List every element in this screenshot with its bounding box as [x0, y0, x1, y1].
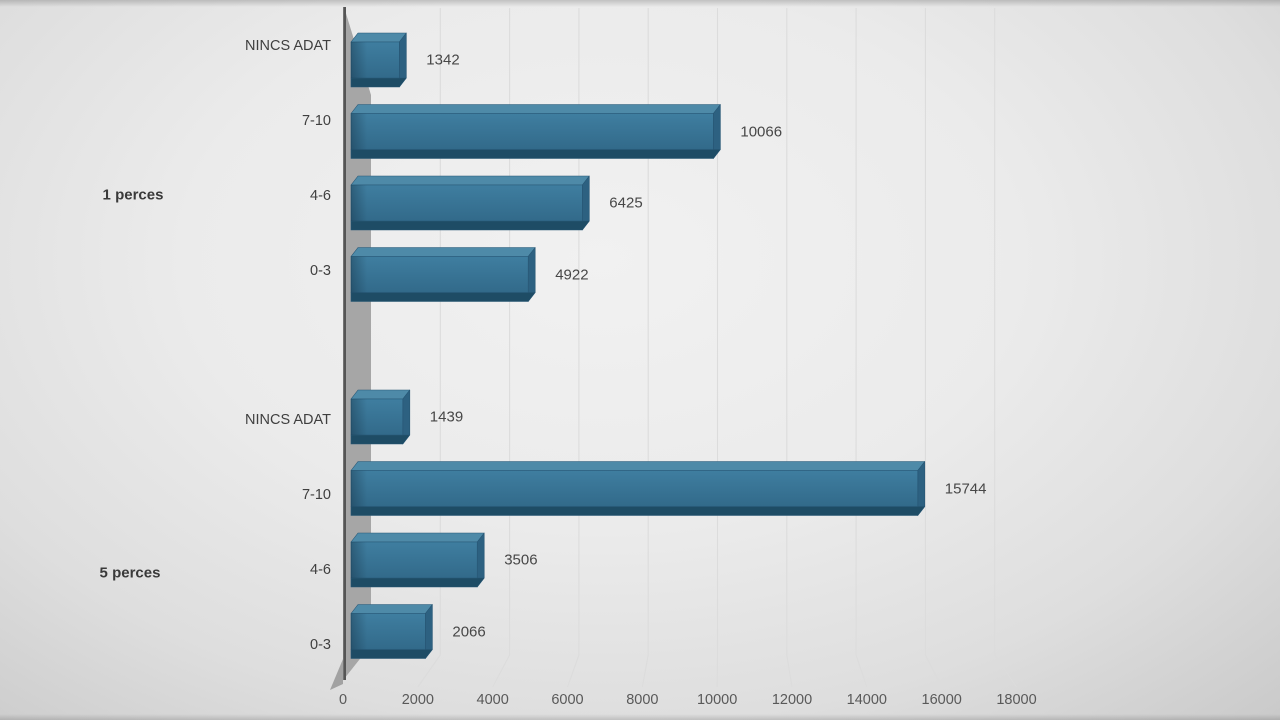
bar [350, 247, 536, 302]
bar-top-face [350, 389, 411, 400]
x-tick-label: 2000 [401, 692, 434, 708]
category-label: 7-10 [301, 113, 331, 129]
category-label: 4-6 [310, 562, 331, 579]
category-axis-line [343, 7, 346, 680]
bar-top-face [350, 532, 485, 543]
value-label: 6425 [609, 194, 643, 212]
bar-wall-shadow [351, 542, 367, 578]
value-label: 3506 [504, 551, 538, 569]
bar-top-face [350, 175, 590, 186]
category-label: 4-6 [310, 187, 331, 204]
bar-top-face [350, 604, 433, 614]
bar-wall-shadow [351, 613, 367, 650]
bar-top-face [350, 104, 721, 114]
x-tick-label: 16000 [921, 692, 962, 708]
group-label: 5 perces [99, 564, 161, 582]
bar [350, 175, 590, 231]
bar-bottom-face [350, 506, 926, 516]
bar-top-face [350, 247, 536, 257]
value-label: 1439 [429, 408, 464, 426]
gridline [994, 8, 1017, 688]
bar-front-face [350, 541, 478, 579]
bar-bottom-face [350, 220, 590, 231]
gridline [786, 8, 793, 688]
group-label: 1 perces [102, 186, 164, 204]
category-label: NINCS ADAT [245, 38, 331, 55]
value-label: 10066 [740, 123, 783, 140]
bar-bottom-face [350, 77, 407, 88]
category-label: 7-10 [301, 487, 331, 504]
x-tick-label: 8000 [626, 692, 659, 708]
x-tick-label: 14000 [846, 692, 887, 708]
bar-bottom-face [350, 577, 485, 588]
category-label: 0-3 [310, 262, 331, 279]
gridline [924, 8, 943, 688]
bar-front-face [350, 113, 714, 150]
bar-bottom-face [350, 649, 433, 659]
gridline [855, 8, 868, 688]
value-label: 1342 [426, 51, 460, 69]
x-tick-label: 18000 [996, 692, 1037, 708]
bar-wall-shadow [351, 113, 367, 150]
bar-front-face [350, 256, 529, 293]
x-tick-label: 0 [338, 692, 348, 708]
bar-wall-shadow [351, 399, 367, 435]
bar [350, 32, 407, 88]
bar-wall-shadow [351, 256, 367, 293]
bar [350, 389, 411, 445]
category-label: 0-3 [310, 637, 331, 653]
bar [350, 604, 433, 659]
bar [350, 461, 926, 516]
bar-bottom-face [350, 292, 536, 302]
floor-corner [330, 659, 343, 690]
x-tick-label: 10000 [696, 692, 738, 708]
bar-wall-shadow [351, 470, 367, 507]
bar-wall-shadow [351, 42, 367, 78]
gridline [641, 8, 649, 688]
bar-top-face [350, 461, 926, 471]
value-label: 2066 [452, 623, 486, 640]
bar-wall-shadow [351, 185, 367, 221]
category-label: NINCS ADAT [245, 412, 331, 429]
bar-bottom-face [350, 434, 411, 445]
bar [350, 104, 721, 159]
x-tick-label: 12000 [771, 692, 813, 708]
bar-bottom-face [350, 149, 721, 159]
x-tick-label: 6000 [551, 692, 584, 708]
value-label: 15744 [944, 480, 987, 497]
bar-front-face [350, 470, 919, 507]
value-label: 4922 [555, 266, 589, 283]
x-tick-label: 4000 [476, 692, 509, 708]
bar [350, 532, 485, 588]
bar-front-face [350, 184, 583, 222]
bar-top-face [350, 32, 407, 43]
